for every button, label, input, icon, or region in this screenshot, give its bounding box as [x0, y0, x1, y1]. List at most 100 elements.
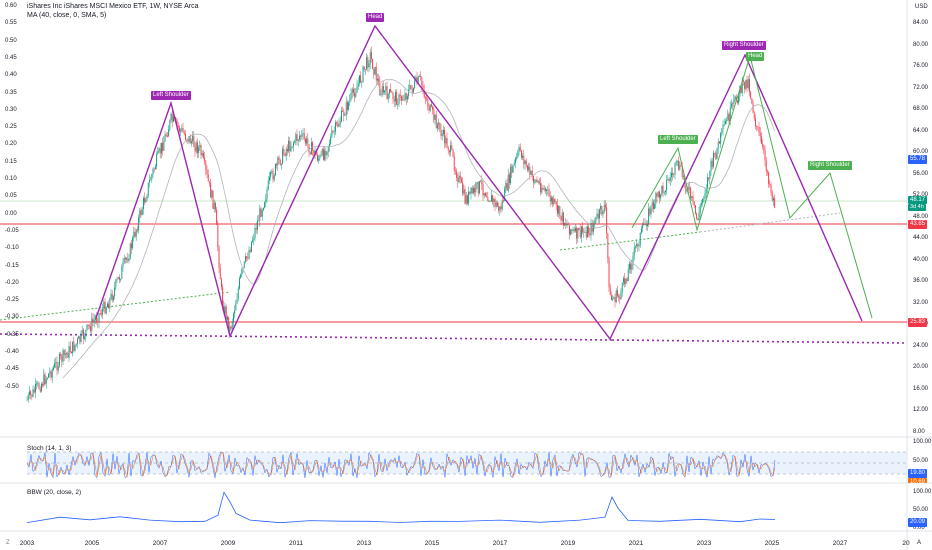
candle-body	[210, 182, 212, 198]
candle-body	[295, 134, 297, 142]
candle-body	[359, 75, 360, 84]
green-head-label[interactable]: Head	[746, 52, 765, 61]
candle-body	[499, 206, 501, 211]
candle-body	[620, 291, 622, 300]
stoch-indicator-label[interactable]: Stoch (14, 1, 3)	[27, 445, 72, 452]
candle-body	[195, 142, 197, 152]
candle-body	[644, 223, 646, 225]
candle-body	[414, 80, 416, 88]
left-axis-tick: -0.05	[5, 227, 19, 234]
candle-body	[83, 330, 84, 339]
right-axis-tick: 68.00	[913, 106, 929, 112]
purple-left-shoulder-label[interactable]: Left Shoulder	[151, 91, 191, 100]
candle-body	[198, 147, 200, 154]
candle-body	[27, 395, 29, 400]
candle-body	[475, 183, 477, 193]
candle-body	[104, 301, 106, 314]
auto-scale-button[interactable]: A	[917, 540, 922, 546]
candle-body	[206, 169, 208, 175]
right-axis-tick: 72.00	[913, 84, 929, 91]
candle-body	[426, 98, 428, 100]
candle-body	[565, 223, 567, 226]
left-axis-tick: -0.40	[5, 349, 19, 355]
purple-right-shoulder-label[interactable]: Right Shoulder	[722, 41, 766, 50]
candle-body	[686, 190, 688, 192]
zero-level-badge: 43.85	[908, 220, 928, 229]
ma-indicator-label[interactable]: MA (40, close, 0, SMA, 5)	[27, 12, 107, 19]
candle-body	[265, 198, 267, 203]
candle-body	[159, 148, 161, 154]
candle-body	[417, 76, 419, 84]
time-axis-label: 2015	[424, 540, 440, 547]
candle-body	[573, 229, 575, 232]
timezone-button[interactable]: Z	[6, 540, 10, 546]
bbw-indicator-label[interactable]: BBW (20, close, 2)	[27, 489, 82, 496]
candle-body	[423, 90, 425, 98]
candle-body	[217, 224, 219, 247]
candle-body	[194, 146, 196, 152]
left-axis-tick: -0.30	[5, 314, 19, 321]
time-axis-label: 20	[902, 540, 910, 547]
candle-body	[410, 85, 412, 89]
candle-body	[709, 171, 711, 180]
candle-body	[30, 391, 32, 395]
candle-body	[236, 299, 238, 304]
candle-body	[678, 160, 680, 170]
candle-body	[396, 92, 398, 106]
candle-body	[276, 163, 278, 166]
candle-body	[132, 237, 134, 249]
candle-body	[288, 140, 290, 152]
candle-body	[44, 374, 46, 385]
candle-body	[482, 184, 484, 196]
candle-body	[722, 124, 724, 130]
candle-body	[431, 104, 432, 107]
right-axis-tick: 56.00	[913, 170, 929, 177]
candle-body	[708, 177, 710, 180]
candle-body	[285, 148, 287, 156]
left-axis-tick: 0.40	[5, 72, 17, 79]
candle-body	[381, 86, 383, 94]
candle-body	[378, 78, 380, 82]
candle-body	[281, 163, 282, 165]
candle-body	[264, 202, 266, 208]
candle-body	[212, 190, 214, 209]
candle-body	[266, 189, 268, 199]
candle-body	[35, 384, 36, 393]
candle-body	[116, 279, 118, 280]
purple-head-label[interactable]: Head	[366, 13, 385, 22]
candle-body	[324, 150, 326, 160]
candle-body	[356, 86, 358, 93]
candle-body	[641, 228, 642, 233]
right-axis-tick: 80.00	[913, 41, 929, 48]
candle-body	[225, 306, 227, 320]
candle-body	[296, 134, 298, 141]
candle-body	[486, 196, 488, 198]
candle-body	[155, 166, 156, 169]
candle-body	[113, 296, 114, 301]
candle-body	[710, 160, 712, 172]
green-left-shoulder-label[interactable]: Left Shoulder	[658, 135, 698, 144]
candle-body	[243, 261, 245, 268]
candle-body	[393, 99, 395, 102]
candle-body	[336, 122, 338, 124]
left-axis-tick: -0.50	[5, 383, 19, 390]
candle-body	[564, 223, 566, 226]
candle-body	[446, 138, 448, 148]
candle-body	[157, 150, 159, 155]
candle-body	[371, 52, 372, 59]
candle-body	[558, 206, 560, 214]
candle-body	[392, 93, 394, 100]
candle-body	[66, 352, 68, 354]
currency-label[interactable]: USD	[915, 4, 928, 10]
candle-body	[569, 225, 570, 235]
candle-body	[584, 231, 586, 233]
candle-body	[701, 203, 702, 205]
right-axis-tick: 8.00	[913, 428, 925, 435]
green-right-shoulder-label[interactable]: Right Shoulder	[808, 161, 852, 170]
candle-body	[339, 121, 341, 125]
candle-body	[313, 150, 315, 156]
candle-body	[762, 143, 764, 147]
candle-body	[702, 198, 704, 204]
left-axis-tick: 0.10	[5, 176, 17, 182]
